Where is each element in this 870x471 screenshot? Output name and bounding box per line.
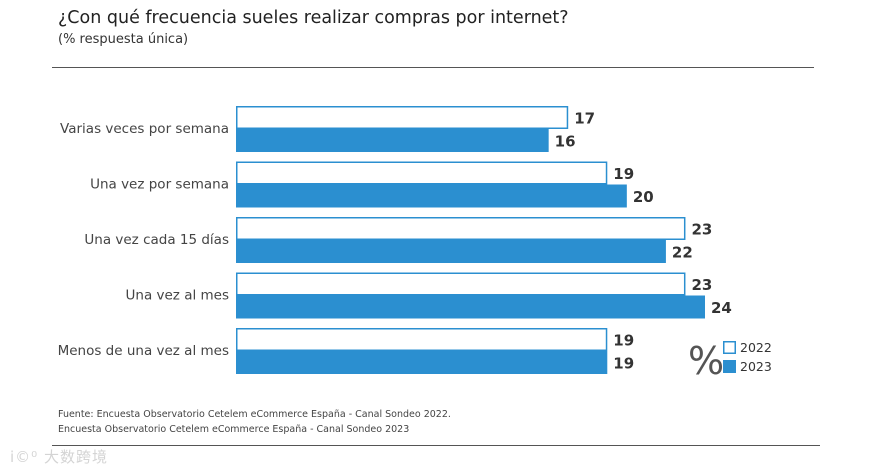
legend-label-2023: 2023 — [740, 359, 772, 374]
legend-percent-symbol: % — [688, 339, 724, 383]
category-label: Una vez al mes — [126, 288, 229, 304]
bar-2023 — [236, 129, 549, 152]
value-label-2022: 19 — [613, 332, 634, 350]
bar-2022 — [236, 272, 686, 296]
value-label-2023: 20 — [633, 188, 654, 206]
category-label: Una vez cada 15 días — [84, 232, 229, 248]
bar-2023 — [236, 184, 627, 208]
bottom-divider — [52, 445, 820, 446]
value-label-2022: 23 — [691, 276, 712, 294]
bar-2022 — [236, 106, 569, 129]
category-label: Varias veces por semana — [60, 121, 229, 137]
source-line-1: Fuente: Encuesta Observatorio Cetelem eC… — [58, 409, 451, 420]
category-label: Una vez por semana — [90, 177, 229, 193]
value-label-2023: 24 — [711, 299, 732, 317]
value-label-2023: 19 — [613, 355, 634, 373]
source-line-2: Encuesta Observatorio Cetelem eCommerce … — [58, 424, 410, 435]
bar-2022 — [236, 328, 608, 351]
value-label-2023: 22 — [672, 244, 693, 262]
top-divider — [52, 67, 814, 68]
watermark-logo: i©⁰ 大数跨境 — [10, 448, 108, 466]
value-label-2022: 23 — [691, 221, 712, 239]
bar-2023 — [236, 351, 608, 374]
value-label-2022: 19 — [613, 165, 634, 183]
legend-label-2022: 2022 — [740, 340, 772, 355]
page-title: ¿Con qué frecuencia sueles realizar comp… — [58, 8, 569, 28]
value-label-2023: 16 — [555, 133, 576, 151]
page-subtitle: (% respuesta única) — [58, 32, 189, 47]
bar-chart: Varias veces por semana 17 16 Una vez por s… — [58, 106, 772, 383]
bar-2023 — [236, 295, 705, 319]
bar-2022 — [236, 217, 686, 240]
legend-swatch-2023 — [723, 360, 736, 373]
legend-swatch-2022 — [723, 341, 736, 354]
value-label-2022: 17 — [574, 110, 595, 128]
bar-2022 — [236, 161, 608, 185]
bar-2023 — [236, 240, 666, 263]
category-label: Menos de una vez al mes — [58, 343, 229, 359]
